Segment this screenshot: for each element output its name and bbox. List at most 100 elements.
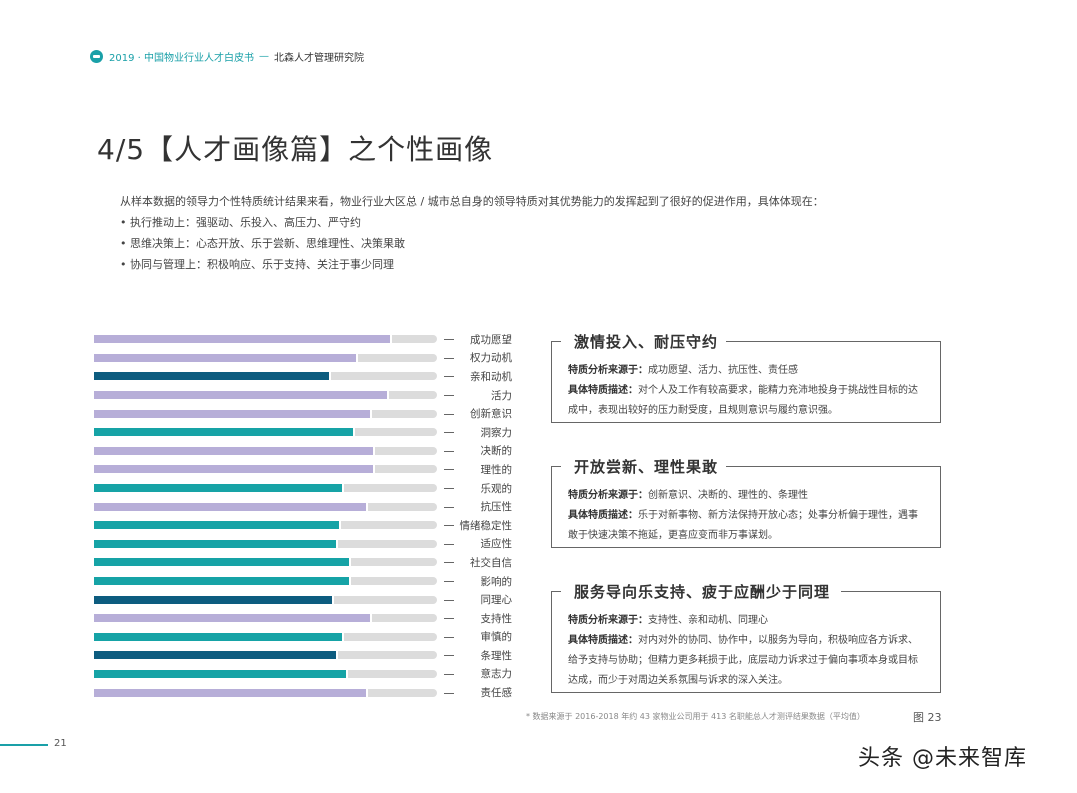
page-title: 4/5【人才画像篇】之个性画像 — [97, 133, 494, 166]
label-leader-line — [444, 506, 454, 508]
label-leader-line — [444, 581, 454, 583]
bar-label: 条理性 — [480, 649, 513, 662]
bar-fill — [94, 632, 345, 641]
label-leader-line — [444, 562, 454, 564]
bar-fill — [94, 335, 393, 344]
bar-fill — [94, 521, 341, 530]
bar-row: 理性的 — [94, 460, 524, 479]
bar-label: 适应性 — [480, 538, 513, 551]
label-leader-line — [444, 543, 454, 545]
trait-bar-chart: 成功愿望权力动机亲和动机活力创新意识洞察力决断的理性的乐观的抗压性情绪稳定性适应… — [94, 330, 524, 702]
bar-fill — [94, 651, 338, 660]
bar-fill — [94, 391, 389, 400]
bar-track — [94, 335, 437, 344]
bar-label: 抗压性 — [480, 501, 513, 514]
box-border — [841, 591, 941, 592]
bar-row: 乐观的 — [94, 479, 524, 498]
beisen-logo-icon — [90, 50, 103, 63]
trait-box-openness: 开放尝新、理性果敢 特质分析来源于：创新意识、决断的、理性的、条理性 具体特质描… — [551, 456, 941, 548]
data-source-footnote: * 数据来源于 2016-2018 年约 43 家物业公司用于 413 名职能总… — [526, 712, 865, 721]
box-border — [551, 341, 561, 342]
box-source: 特质分析来源于：创新意识、决断的、理性的、条理性 — [568, 490, 808, 501]
page-number-rule — [0, 744, 48, 746]
bar-label: 亲和动机 — [470, 370, 512, 383]
report-header: 2019 · 中国物业行业人才白皮书 — 北森人才管理研究院 — [90, 49, 364, 64]
bar-track — [94, 465, 437, 474]
bar-label: 创新意识 — [470, 408, 512, 421]
bar-row: 洞察力 — [94, 423, 524, 442]
source-watermark: 头条 @未来智库 — [858, 746, 1027, 771]
bar-label: 社交自信 — [470, 556, 512, 569]
label-leader-line — [444, 636, 454, 638]
bar-fill — [94, 577, 352, 586]
bar-fill — [94, 539, 338, 548]
label-leader-line — [444, 692, 454, 694]
bar-row: 创新意识 — [94, 404, 524, 423]
bar-track — [94, 688, 437, 697]
bar-track — [94, 539, 437, 548]
box-border — [726, 341, 941, 342]
bar-row: 情绪稳定性 — [94, 516, 524, 535]
bar-row: 意志力 — [94, 665, 524, 684]
intro-bullet: • 协同与管理上：积极响应、乐于支持、关注于事少同理 — [120, 258, 394, 271]
bar-fill — [94, 465, 376, 474]
bar-row: 决断的 — [94, 442, 524, 461]
bar-label: 决断的 — [480, 445, 513, 458]
trait-box-passion: 激情投入、耐压守约 特质分析来源于：成功愿望、活力、抗压性、责任感 具体特质描述… — [551, 331, 941, 423]
page-number: 21 — [54, 738, 67, 749]
bar-row: 成功愿望 — [94, 330, 524, 349]
bar-label: 理性的 — [480, 463, 513, 476]
bar-track — [94, 484, 437, 493]
bar-fill — [94, 502, 369, 511]
publisher-name: 北森人才管理研究院 — [274, 53, 364, 64]
bar-label: 审慎的 — [480, 631, 513, 644]
box-description: 具体特质描述：对内对外的协同、协作中，以服务为导向，积极响应各方诉求、给予支持与… — [568, 635, 918, 686]
bar-track — [94, 409, 437, 418]
label-leader-line — [444, 469, 454, 471]
bar-row: 同理心 — [94, 590, 524, 609]
bar-fill — [94, 446, 376, 455]
bar-row: 抗压性 — [94, 497, 524, 516]
bar-row: 社交自信 — [94, 553, 524, 572]
bar-row: 审慎的 — [94, 628, 524, 647]
bar-label: 权力动机 — [470, 352, 512, 365]
bar-row: 亲和动机 — [94, 367, 524, 386]
bar-row: 权力动机 — [94, 349, 524, 368]
label-leader-line — [444, 395, 454, 397]
label-leader-line — [444, 357, 454, 359]
report-series: 2019 · 中国物业行业人才白皮书 — [109, 53, 254, 64]
bar-fill — [94, 614, 372, 623]
header-separator: — — [259, 51, 269, 62]
bar-track — [94, 614, 437, 623]
box-source: 特质分析来源于：成功愿望、活力、抗压性、责任感 — [568, 365, 798, 376]
label-leader-line — [444, 376, 454, 378]
bar-track — [94, 558, 437, 567]
bar-track — [94, 502, 437, 511]
label-leader-line — [444, 413, 454, 415]
trait-box-service: 服务导向乐支持、疲于应酬少于同理 特质分析来源于：支持性、亲和动机、同理心 具体… — [551, 581, 941, 693]
bar-fill — [94, 558, 352, 567]
box-description: 具体特质描述：对个人及工作有较高要求，能精力充沛地投身于挑战性目标的达成中，表现… — [568, 385, 918, 416]
bar-label: 活力 — [491, 389, 512, 402]
intro-bullet: • 思维决策上：心态开放、乐于尝新、思维理性、决策果敢 — [120, 237, 405, 250]
bar-row: 影响的 — [94, 572, 524, 591]
bar-label: 同理心 — [480, 594, 513, 607]
bar-label: 影响的 — [480, 575, 513, 588]
bar-label: 成功愿望 — [470, 333, 512, 346]
bar-label: 意志力 — [480, 668, 513, 681]
box-description: 具体特质描述：乐于对新事物、新方法保持开放心态；处事分析偏于理性，遇事敢于快速决… — [568, 510, 918, 541]
bar-track — [94, 446, 437, 455]
label-leader-line — [444, 525, 454, 527]
box-border — [551, 466, 561, 467]
bar-track — [94, 372, 437, 381]
bar-row: 条理性 — [94, 646, 524, 665]
figure-label: 图 23 — [913, 711, 942, 724]
bar-row: 活力 — [94, 386, 524, 405]
bar-label: 情绪稳定性 — [459, 519, 513, 532]
intro-text: 从样本数据的领导力个性特质统计结果来看，物业行业大区总 / 城市总自身的领导特质… — [120, 191, 824, 275]
intro-lead: 从样本数据的领导力个性特质统计结果来看，物业行业大区总 / 城市总自身的领导特质… — [120, 195, 824, 208]
box-border — [726, 466, 941, 467]
bar-track — [94, 391, 437, 400]
bar-fill — [94, 595, 335, 604]
label-leader-line — [444, 655, 454, 657]
